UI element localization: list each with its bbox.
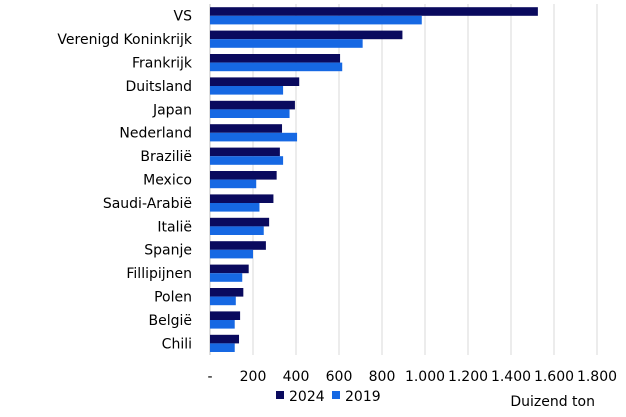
x-tick-label-8: 1.600 bbox=[534, 369, 574, 385]
x-tick-label-5: 1.000 bbox=[405, 369, 445, 385]
bar-2019-7 bbox=[210, 179, 257, 189]
bar-2024-10 bbox=[210, 241, 266, 250]
bar-2024-3 bbox=[210, 77, 300, 86]
bar-2019-12 bbox=[210, 296, 236, 306]
bar-2019-3 bbox=[210, 86, 284, 95]
category-label-5: Nederland bbox=[119, 126, 192, 142]
category-label-10: Spanje bbox=[144, 243, 192, 259]
x-tick-label-6: 1.200 bbox=[448, 369, 488, 385]
category-label-9: Italië bbox=[157, 219, 192, 235]
x-tick-label-1: 200 bbox=[240, 369, 267, 385]
x-axis-unit-label: Duizend ton bbox=[510, 394, 595, 410]
category-labels: VS Verenigd Koninkrijk Frankrijk Duitsland J… bbox=[57, 9, 192, 353]
category-label-14: Chili bbox=[162, 336, 192, 352]
bar-2024-12 bbox=[210, 288, 244, 297]
category-label-4: Japan bbox=[152, 102, 192, 118]
bar-2019-9 bbox=[210, 226, 264, 235]
legend-label-2019: 2019 bbox=[345, 389, 381, 405]
x-tick-label-3: 600 bbox=[326, 369, 353, 385]
bar-2019-10 bbox=[210, 249, 253, 259]
bar-2019-0 bbox=[210, 15, 422, 25]
bar-2019-8 bbox=[210, 203, 260, 212]
bar-2024-8 bbox=[210, 194, 274, 203]
x-tick-labels: - 200 400 600 800 1.000 1.200 1.400 1.600 1.800 bbox=[207, 369, 617, 385]
category-label-8: Saudi-Arabië bbox=[103, 196, 192, 212]
bars bbox=[210, 7, 538, 352]
category-label-2: Frankrijk bbox=[132, 56, 193, 72]
bar-2019-14 bbox=[210, 343, 235, 352]
category-label-3: Duitsland bbox=[125, 79, 192, 95]
bar-2024-13 bbox=[210, 311, 241, 320]
bar-2024-5 bbox=[210, 124, 283, 133]
legend-swatch-2024 bbox=[276, 391, 284, 399]
legend-swatch-2019 bbox=[332, 391, 340, 399]
bar-2019-11 bbox=[210, 273, 243, 282]
category-label-0: VS bbox=[174, 9, 193, 25]
bar-2019-2 bbox=[210, 62, 343, 72]
bar-2024-9 bbox=[210, 217, 270, 227]
category-label-13: België bbox=[149, 313, 193, 329]
bar-2024-7 bbox=[210, 171, 277, 180]
x-tick-label-7: 1.400 bbox=[491, 369, 531, 385]
bar-2024-11 bbox=[210, 264, 249, 274]
legend-label-2024: 2024 bbox=[289, 389, 325, 405]
bar-2019-4 bbox=[210, 109, 290, 118]
bar-2019-1 bbox=[210, 39, 363, 48]
category-label-11: Fillipijnen bbox=[126, 266, 192, 282]
bar-2024-0 bbox=[210, 7, 538, 16]
x-tick-label-9: 1.800 bbox=[577, 369, 617, 385]
legend: 2024 2019 bbox=[276, 389, 381, 405]
bar-2019-13 bbox=[210, 320, 235, 329]
bar-2019-5 bbox=[210, 132, 298, 142]
bar-2024-4 bbox=[210, 100, 295, 110]
category-label-6: Brazilië bbox=[140, 149, 192, 165]
bar-2024-6 bbox=[210, 147, 280, 157]
category-label-7: Mexico bbox=[143, 173, 192, 189]
category-label-12: Polen bbox=[154, 290, 192, 306]
bar-2019-6 bbox=[210, 156, 284, 165]
x-tick-label-0: - bbox=[207, 369, 212, 385]
category-label-1: Verenigd Koninkrijk bbox=[57, 32, 192, 48]
bar-2024-2 bbox=[210, 54, 341, 63]
x-tick-label-4: 800 bbox=[369, 369, 396, 385]
bar-2024-14 bbox=[210, 334, 240, 344]
x-tick-label-2: 400 bbox=[283, 369, 310, 385]
bar-2024-1 bbox=[210, 30, 403, 40]
